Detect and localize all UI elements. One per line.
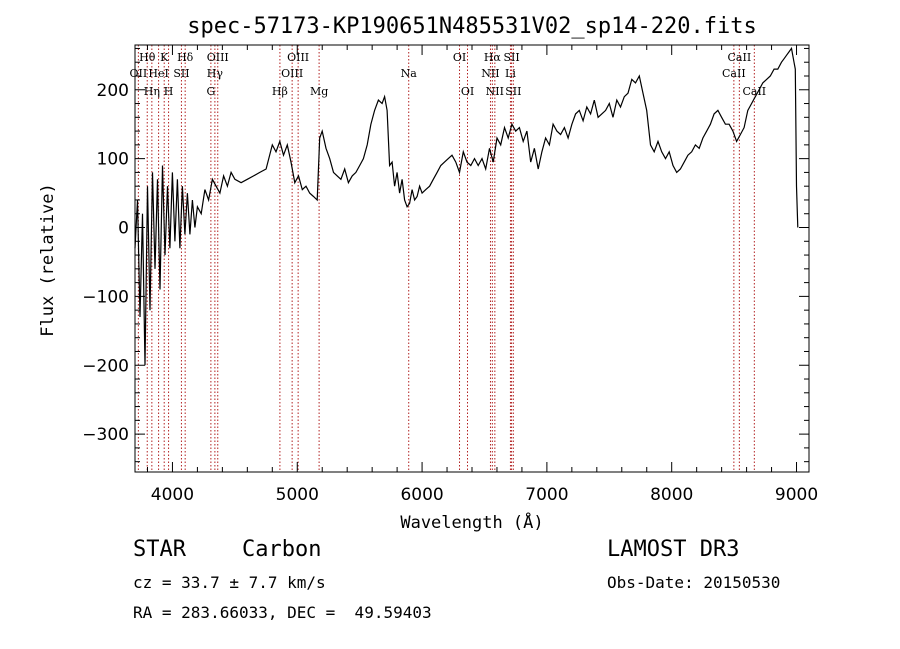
spectral-line-label: Hθ — [139, 51, 156, 64]
spectral-line-label: NII — [481, 67, 499, 80]
spectral-line-label: Hγ — [207, 67, 224, 80]
spectral-line-label: Mg — [310, 85, 328, 98]
x-axis-label: Wavelength (Å) — [400, 511, 543, 533]
spectral-line-label: SII — [173, 67, 189, 80]
spectral-line-labels: Hθ OII Hη K HeI H SII Hδ OIII Hγ G OIII OIII Hβ Mg Na OI… — [130, 51, 767, 98]
y-tick-label: 0 — [118, 219, 129, 239]
spectral-line-label: OIII — [281, 67, 303, 80]
y-tick-label: −100 — [82, 287, 129, 307]
spectral-line-label: CaII — [722, 67, 746, 80]
spectral-line-markers — [137, 45, 755, 472]
spectral-line-label: OI — [461, 85, 474, 98]
spectral-line-label: OIII — [207, 51, 229, 64]
spectral-line-label: Hη — [144, 85, 160, 98]
spectral-line-label: Li — [505, 67, 516, 80]
y-axis: −300 −200 −100 0 100 200 — [82, 47, 809, 463]
spectral-line-label: K — [160, 51, 169, 64]
x-tick-label: 6000 — [400, 485, 443, 505]
spectral-line-label: H — [164, 85, 174, 98]
plot-frame — [134, 44, 810, 473]
spectral-line-label: HeI — [148, 67, 168, 80]
y-axis-label: Flux (relative) — [38, 183, 58, 337]
y-tick-label: 100 — [97, 150, 129, 170]
spectral-line-label: Na — [401, 67, 418, 80]
survey-name: LAMOST DR3 — [607, 537, 740, 562]
x-tick-label: 9000 — [775, 485, 818, 505]
spectral-line-label: SII — [505, 85, 521, 98]
x-tick-label: 5000 — [276, 485, 319, 505]
spectral-line-label: Hβ — [272, 85, 288, 98]
spectral-line-label: OIII — [287, 51, 309, 64]
object-subclass: Carbon — [242, 537, 322, 562]
spectral-line-label: CaII — [742, 85, 766, 98]
x-tick-label: 8000 — [650, 485, 693, 505]
flux-series-line — [134, 46, 799, 366]
object-class: STAR — [133, 537, 186, 562]
observation-date: Obs-Date: 20150530 — [607, 573, 781, 592]
spectral-line-label: G — [206, 85, 215, 98]
spectral-line-label: OI — [453, 51, 466, 64]
y-tick-label: 200 — [97, 81, 129, 101]
x-axis: 4000 5000 6000 7000 8000 9000 — [146, 45, 818, 505]
chart-title: spec-57173-KP190651N485531V02_sp14-220.f… — [187, 14, 757, 39]
spectral-line-label: CaII — [728, 51, 752, 64]
coordinates: RA = 283.66033, DEC = 49.59403 — [133, 603, 432, 622]
y-tick-label: −300 — [82, 425, 129, 445]
redshift-cz: cz = 33.7 ± 7.7 km/s — [133, 573, 326, 592]
spectral-line-label: SII — [503, 51, 519, 64]
spectral-line-label: OII — [130, 67, 148, 80]
spectral-line-label: NII — [486, 85, 504, 98]
x-tick-label: 7000 — [525, 485, 568, 505]
spectral-line-label: Hδ — [177, 51, 194, 64]
y-tick-label: −200 — [82, 356, 129, 376]
spectral-line-label: Hα — [484, 51, 502, 64]
x-tick-label: 4000 — [151, 485, 194, 505]
